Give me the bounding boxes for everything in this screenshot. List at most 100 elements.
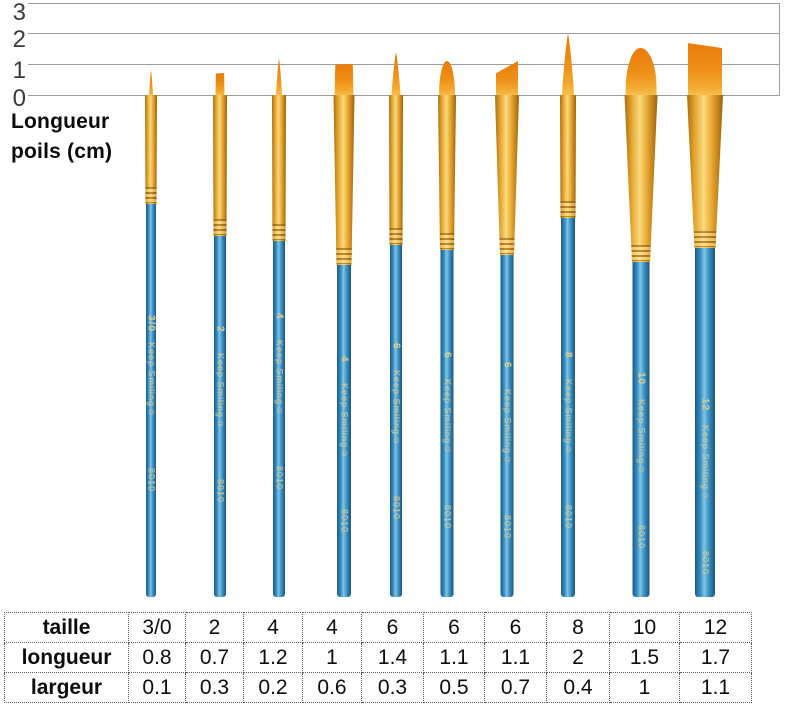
brush-model-label: 8010 xyxy=(700,551,711,576)
ferrule-crimp xyxy=(272,224,286,240)
brush-6: 6 Keep Smiling☺ 8010 xyxy=(419,0,475,607)
brush-9: 10 Keep Smiling☺ 8010 xyxy=(613,0,669,607)
table-row-taille: taille 3/0 2 4 4 6 6 6 8 10 12 xyxy=(4,612,752,643)
ferrule-crimp xyxy=(389,228,403,244)
brush-size-label: 4 xyxy=(338,356,350,363)
gridline-1cm xyxy=(28,64,780,65)
ferrule xyxy=(495,95,519,255)
ferrule-crimp xyxy=(687,231,723,247)
brush-size-label: 12 xyxy=(699,398,711,412)
row-label: taille xyxy=(4,612,129,643)
brush-brand-label: Keep Smiling☺ xyxy=(502,389,513,466)
brush-size-label: 3/0 xyxy=(145,315,157,332)
brush-size-label: 2 xyxy=(214,326,226,333)
brush-size-label: 4 xyxy=(273,313,285,320)
cell-taille-9: 10 xyxy=(609,612,680,643)
brush-model-label: 8010 xyxy=(215,479,226,504)
cell-largeur-8: 0.4 xyxy=(546,672,610,703)
cell-taille-8: 8 xyxy=(546,612,610,643)
bristles-round xyxy=(149,70,153,97)
cell-taille-6: 6 xyxy=(423,612,485,643)
cell-taille-7: 6 xyxy=(484,612,547,643)
grid-right-border xyxy=(779,3,780,96)
ferrule-crimp xyxy=(560,201,576,217)
cell-longueur-10: 1.7 xyxy=(679,642,752,673)
brush-brand-label: Keep Smiling☺ xyxy=(339,383,350,460)
brush-model-label: 8010 xyxy=(146,468,157,493)
spec-table: taille 3/0 2 4 4 6 6 6 8 10 12 longueur 0.8 0.7 1.2 1 1.… xyxy=(4,612,752,703)
cell-longueur-7: 1.1 xyxy=(484,642,547,673)
brush-brand-label: Keep Smiling☺ xyxy=(563,379,574,456)
brush-3: 4 Keep Smiling☺ 8010 xyxy=(251,0,307,607)
cell-taille-3: 4 xyxy=(243,612,303,643)
table-row-largeur: largeur 0.1 0.3 0.2 0.6 0.3 0.5 0.7 0.4 1 1.1 xyxy=(4,672,752,703)
gridline-3cm xyxy=(28,3,780,4)
handle xyxy=(337,265,351,597)
cell-longueur-6: 1.1 xyxy=(423,642,485,673)
handle xyxy=(695,248,715,597)
brush-brand-label: Keep Smiling☺ xyxy=(215,353,226,430)
brush-size-label: 6 xyxy=(390,343,402,350)
cell-longueur-5: 1.4 xyxy=(361,642,424,673)
brush-model-label: 8010 xyxy=(502,515,513,540)
axis-label-line1: Longueur xyxy=(11,110,110,133)
ferrule xyxy=(389,95,403,245)
handle xyxy=(440,250,454,597)
brush-8: 8 Keep Smiling☺ 8010 xyxy=(540,0,596,607)
ytick-2: 2 xyxy=(12,26,26,53)
ferrule-crimp xyxy=(333,248,355,264)
brush-size-label: 6 xyxy=(501,362,513,369)
brush-brand-label: Keep Smiling☺ xyxy=(391,370,402,447)
brush-model-label: 8010 xyxy=(636,525,647,550)
handle xyxy=(214,236,226,597)
cell-largeur-3: 0.2 xyxy=(243,672,303,703)
bristles-flat xyxy=(215,73,225,97)
cell-largeur-9: 1 xyxy=(609,672,680,703)
cell-longueur-9: 1.5 xyxy=(609,642,680,673)
handle xyxy=(632,262,650,597)
ferrule-crimp xyxy=(213,219,227,235)
bristles-round xyxy=(562,33,574,97)
axis-label-line2: poils (cm) xyxy=(11,140,113,163)
cell-taille-10: 12 xyxy=(679,612,752,643)
brush-5: 6 Keep Smiling☺ 8010 xyxy=(368,0,424,607)
brush-brand-label: Keep Smiling☺ xyxy=(700,425,711,502)
gridline-2cm xyxy=(28,33,780,34)
cell-taille-4: 4 xyxy=(302,612,362,643)
table-row-longueur: longueur 0.8 0.7 1.2 1 1.4 1.1 1.1 2 1.5 1.7 xyxy=(4,642,752,673)
ferrule xyxy=(213,95,227,236)
cell-taille-2: 2 xyxy=(185,612,244,643)
handle xyxy=(146,204,156,597)
ferrule xyxy=(624,95,658,262)
handle xyxy=(500,255,514,597)
brush-model-label: 8010 xyxy=(391,496,402,521)
cell-largeur-4: 0.6 xyxy=(302,672,362,703)
ytick-0: 0 xyxy=(12,85,26,112)
cell-largeur-2: 0.3 xyxy=(185,672,244,703)
cell-taille-5: 6 xyxy=(361,612,424,643)
ferrule-crimp xyxy=(624,245,658,261)
cell-longueur-1: 0.8 xyxy=(128,642,186,673)
cell-longueur-3: 1.2 xyxy=(243,642,303,673)
brush-4: 4 Keep Smiling☺ 8010 xyxy=(316,0,372,607)
row-label: longueur xyxy=(4,642,129,673)
bristles-round xyxy=(391,52,401,97)
cell-largeur-7: 0.7 xyxy=(484,672,547,703)
brush-size-label: 10 xyxy=(635,372,647,386)
brush-10: 12 Keep Smiling☺ 8010 xyxy=(677,0,733,607)
brush-brand-label: Keep Smiling☺ xyxy=(442,379,453,456)
ferrule xyxy=(560,95,576,218)
brush-brand-label: Keep Smiling☺ xyxy=(636,399,647,476)
ytick-3: 3 xyxy=(12,0,26,26)
bristles-angle-right xyxy=(496,61,518,97)
cell-largeur-6: 0.5 xyxy=(423,672,485,703)
bristles-flat xyxy=(334,64,354,97)
ferrule-crimp xyxy=(438,233,456,249)
row-label: largeur xyxy=(4,672,129,703)
brush-brand-label: Keep Smiling☺ xyxy=(274,340,285,417)
bristles-round xyxy=(276,58,282,97)
ferrule xyxy=(438,95,456,250)
cell-longueur-8: 2 xyxy=(546,642,610,673)
brush-model-label: 8010 xyxy=(274,466,285,491)
ytick-1: 1 xyxy=(12,57,26,84)
